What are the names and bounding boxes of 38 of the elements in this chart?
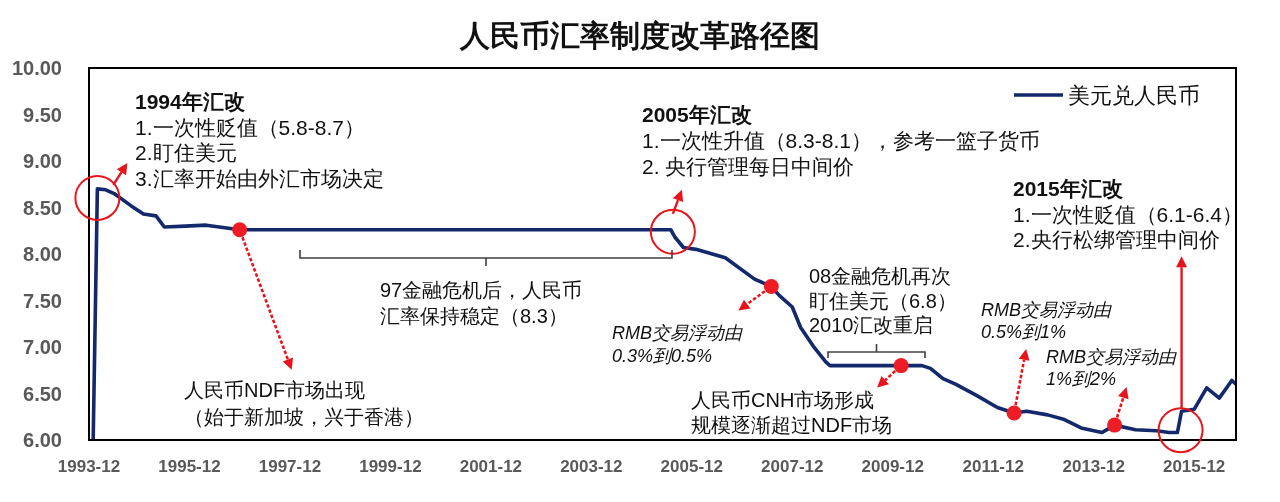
x-tick-label: 2007-12	[761, 457, 824, 477]
annotation: 1994年汇改 1.一次性贬值（5.8-8.7） 2.盯住美元 3.汇率开始由外汇市场决定	[135, 90, 384, 190]
y-tick-label: 6.50	[23, 382, 62, 405]
y-tick-label: 8.00	[23, 243, 62, 266]
point	[1006, 405, 1022, 421]
point	[763, 279, 779, 295]
x-tick-label: 2015-12	[1162, 457, 1226, 477]
y-tick-label: 8.50	[23, 196, 62, 219]
y-tick-label: 7.00	[23, 336, 62, 359]
annotation: 人民币CNH市场形成规模逐渐超过NDF市场	[691, 389, 893, 436]
x-tick-label: 2013-12	[1062, 457, 1125, 477]
y-tick-label: 6.00	[23, 429, 62, 452]
x-tick-label: 2001-12	[459, 457, 523, 477]
y-tick-label: 7.50	[23, 289, 62, 312]
x-tick-label: 2005-12	[660, 457, 723, 477]
y-tick-label: 10.00	[11, 57, 62, 80]
annotation: 2005年汇改 1.一次性升值（8.3-8.1），参考一篮子货币 2. 央行管理每日中间价	[642, 103, 1040, 178]
legend-label: 美元兑人民币	[1068, 82, 1200, 108]
point	[232, 222, 248, 238]
x-tick-label: 1993-12	[57, 457, 121, 477]
x-tick-label: 1997-12	[258, 457, 322, 477]
y-tick-label: 9.50	[23, 103, 62, 126]
annotation: 2015年汇改 1.一次性贬值（6.1-6.4） 2.央行松绑管理中间价	[1013, 177, 1243, 251]
annotation: 97金融危机后，人民币汇率保持稳定（8.3）	[380, 279, 583, 327]
x-tick-label: 2011-12	[962, 457, 1024, 477]
annotation: RMB交易浮动由 0.5%到1%	[981, 300, 1112, 342]
annotation: RMB交易浮动由 1%到2%	[1046, 347, 1177, 389]
point	[893, 358, 909, 374]
chart-title: 人民币汇率制度改革路径图	[459, 19, 820, 52]
annotation: RMB交易浮动由 0.3%到0.5%	[612, 323, 743, 366]
x-tick-label: 1995-12	[158, 457, 221, 477]
x-tick-label: 2003-12	[560, 457, 623, 477]
annotation: 08金融危机再次盯住美元（6.8）2010汇改重启	[809, 265, 957, 336]
point	[1107, 417, 1123, 433]
annotation: 人民币NDF市场出现（始于新加坡，兴于香港）	[184, 379, 424, 428]
y-tick-label: 9.00	[23, 150, 62, 173]
x-tick-label: 2009-12	[861, 457, 924, 477]
x-tick-label: 1999-12	[359, 457, 422, 477]
